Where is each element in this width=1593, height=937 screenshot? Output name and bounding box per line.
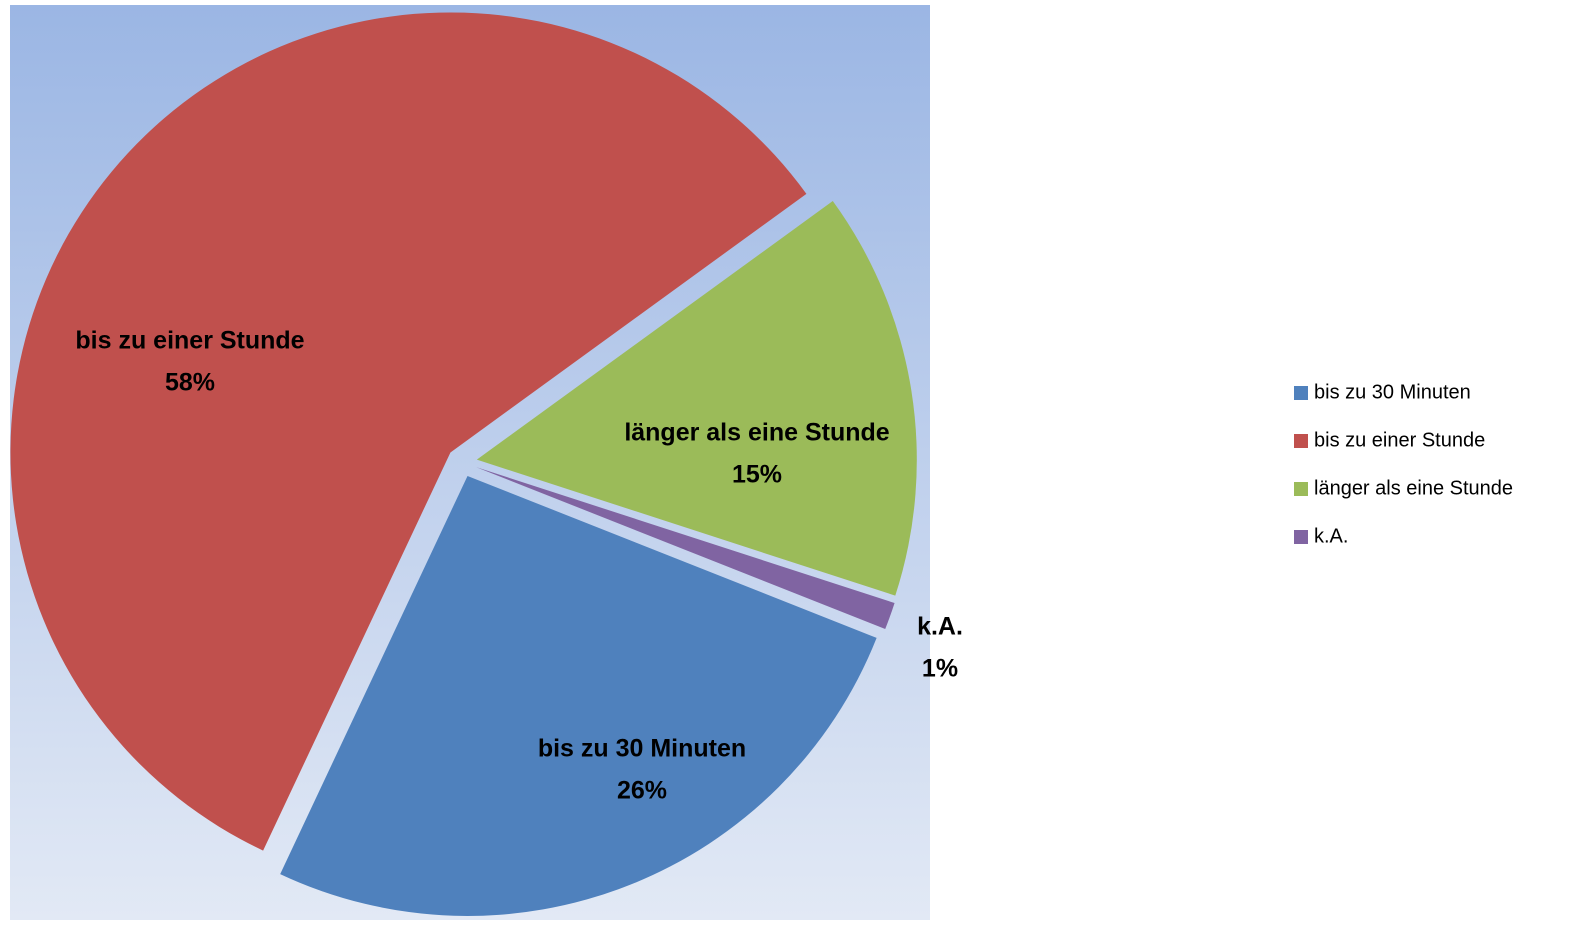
legend-swatch bbox=[1294, 386, 1308, 400]
slice-value-label: 58% bbox=[165, 369, 215, 397]
slice-value-label: 26% bbox=[617, 777, 667, 805]
pie-slice bbox=[280, 475, 877, 916]
legend-swatch bbox=[1294, 482, 1308, 496]
slice-category-label: k.A. bbox=[917, 613, 963, 641]
legend-label: bis zu 30 Minuten bbox=[1314, 381, 1471, 403]
pie-slice bbox=[476, 467, 895, 630]
pie-slice bbox=[10, 12, 807, 851]
legend-label: länger als eine Stunde bbox=[1314, 477, 1513, 499]
slice-category-label: länger als eine Stunde bbox=[624, 419, 889, 447]
pie-slice bbox=[476, 201, 917, 596]
slice-category-label: bis zu 30 Minuten bbox=[538, 735, 746, 763]
legend-swatch bbox=[1294, 530, 1308, 544]
slice-category-label: bis zu einer Stunde bbox=[75, 327, 304, 355]
legend-swatch bbox=[1294, 434, 1308, 448]
slice-value-label: 1% bbox=[922, 655, 958, 683]
legend-label: bis zu einer Stunde bbox=[1314, 429, 1485, 451]
legend-label: k.A. bbox=[1314, 525, 1348, 547]
slice-value-label: 15% bbox=[732, 461, 782, 489]
